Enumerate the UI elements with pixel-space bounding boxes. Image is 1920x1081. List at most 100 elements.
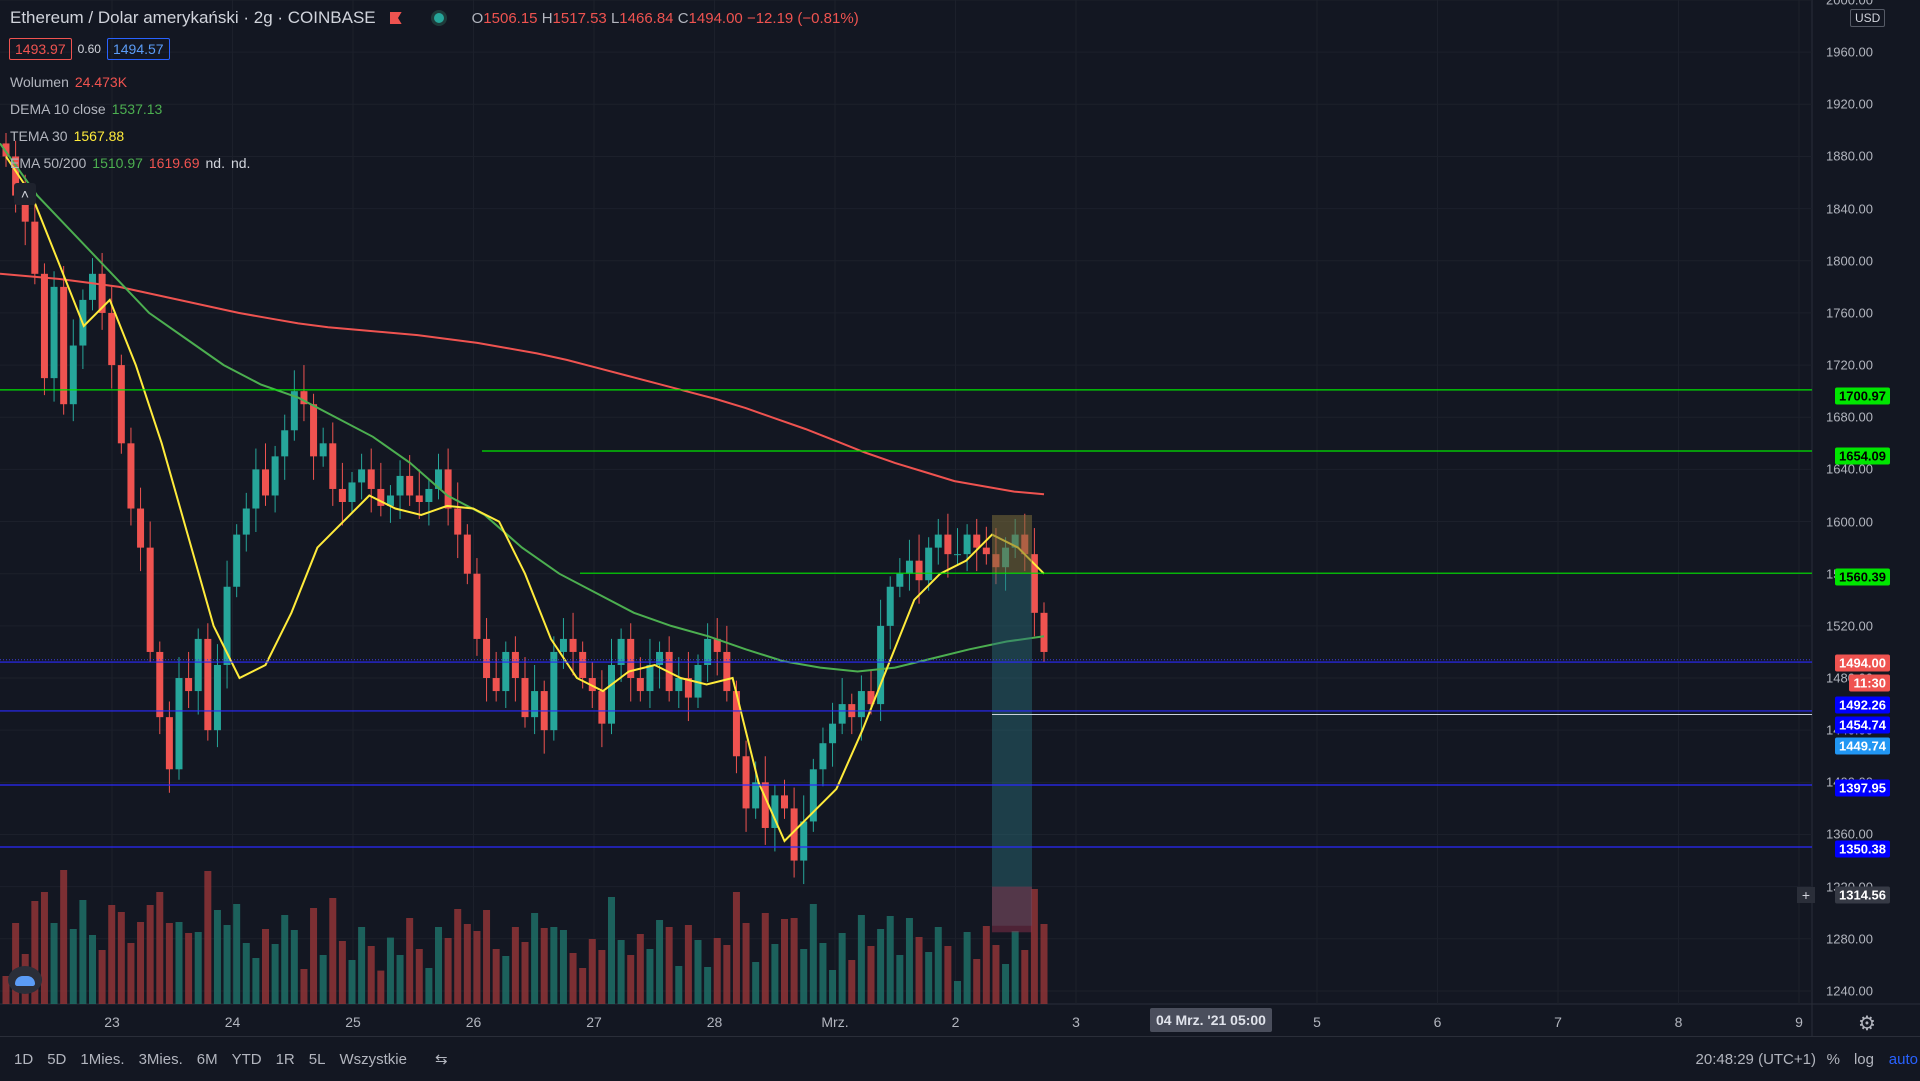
timeframe-1r[interactable]: 1R	[275, 1050, 295, 1068]
time-tick: Mrz.	[821, 1014, 849, 1030]
candle-body	[905, 560, 913, 574]
auto-toggle[interactable]: auto	[1888, 1051, 1918, 1068]
add-alert-icon[interactable]: +	[1797, 887, 1815, 903]
level-1560[interactable]: 1560.39	[1835, 568, 1890, 586]
flag-icon[interactable]	[389, 12, 402, 24]
timeframe-5d[interactable]: 5D	[47, 1050, 67, 1068]
volume-bar	[165, 923, 173, 1004]
price-chart[interactable]	[0, 0, 1920, 1036]
log-toggle[interactable]: log	[1853, 1051, 1874, 1068]
volume-bar	[300, 969, 308, 1004]
timeframe-1d[interactable]: 1D	[14, 1050, 34, 1068]
volume-bar	[636, 934, 644, 1004]
timeframe-buttons: 1D 5D 1Mies. 3Mies. 6M YTD 1R 5L Wszystkie	[0, 1051, 407, 1068]
timeframe-wszystkie[interactable]: Wszystkie	[339, 1050, 407, 1068]
volume-bar	[531, 913, 539, 1004]
volume-bar	[290, 930, 298, 1004]
candle-body	[502, 651, 510, 692]
price-tick: 1800.00	[1826, 253, 1873, 269]
candle-body	[982, 547, 990, 555]
volume-bar	[117, 912, 125, 1004]
volume-bar	[829, 970, 837, 1004]
volume-bar	[204, 871, 212, 1004]
price-tick: 1600.00	[1826, 514, 1873, 530]
ema-legend[interactable]: EMA 50/200 1510.97 1619.69 nd. nd.	[10, 155, 251, 171]
time-tick: 2	[951, 1014, 960, 1030]
timeframe-6m[interactable]: 6M	[196, 1050, 218, 1068]
candle-body	[425, 488, 433, 502]
collapse-legend-icon[interactable]: ˄	[14, 183, 36, 205]
volume-bar	[252, 958, 260, 1004]
countdown-label: 11:30	[1849, 674, 1890, 692]
level-1449[interactable]: 1449.74	[1835, 737, 1890, 755]
candle-body	[21, 195, 29, 222]
volume-bar	[675, 966, 683, 1004]
level-1454[interactable]: 1454.74	[1835, 716, 1890, 734]
volume-bar	[857, 915, 865, 1004]
ask-button[interactable]: 1494.57	[106, 38, 170, 60]
level-1654[interactable]: 1654.09	[1835, 447, 1890, 465]
bid-button[interactable]: 1493.97	[9, 38, 72, 60]
volume-bar	[838, 933, 846, 1004]
symbol-title[interactable]: Ethereum / Dolar amerykański · 2g · COIN…	[10, 8, 376, 27]
dema-legend[interactable]: DEMA 10 close 1537.13	[10, 101, 163, 117]
candle-body	[752, 782, 760, 809]
volume-bar	[511, 927, 519, 1004]
tradingview-logo-icon[interactable]	[8, 966, 42, 994]
candle-body	[454, 508, 462, 535]
candle-body	[2, 143, 10, 157]
price-tick: 1280.00	[1826, 931, 1873, 947]
bid-ask: 1493.97 0.60 1494.57	[9, 38, 170, 60]
volume-bar	[982, 926, 990, 1004]
settings-icon[interactable]: ⚙	[1858, 1013, 1876, 1035]
time-tick: 5	[1313, 1014, 1321, 1030]
candle-body	[925, 547, 933, 581]
price-tick: 1520.00	[1826, 618, 1873, 634]
candle-body	[944, 534, 952, 555]
time-tick: 25	[345, 1014, 361, 1030]
candle-body	[877, 625, 885, 705]
volume-bar	[896, 955, 904, 1004]
candle-body	[252, 469, 260, 509]
volume-bar	[819, 943, 827, 1004]
level-1700[interactable]: 1700.97	[1835, 387, 1890, 405]
volume-bar	[377, 970, 385, 1004]
candle-body	[857, 691, 865, 718]
level-1492[interactable]: 1492.26	[1835, 696, 1890, 714]
clock[interactable]: 20:48:29 (UTC+1)	[1695, 1051, 1816, 1068]
volume-bar	[723, 945, 731, 1004]
level-1350[interactable]: 1350.38	[1835, 840, 1890, 858]
volume-legend[interactable]: Wolumen 24.473K	[10, 74, 128, 90]
candle-body	[31, 221, 39, 274]
tema-legend[interactable]: TEMA 30 1567.88	[10, 128, 125, 144]
timeframe-5l[interactable]: 5L	[308, 1050, 326, 1068]
volume-bar	[40, 892, 48, 1004]
candle-body	[12, 156, 20, 196]
candle-body	[223, 586, 231, 665]
date-range-icon[interactable]: ⇆	[434, 1051, 448, 1068]
candle-body	[175, 678, 183, 770]
percent-toggle[interactable]: %	[1826, 1051, 1840, 1068]
currency-label[interactable]: USD	[1850, 9, 1886, 27]
volume-bar	[742, 923, 750, 1004]
volume-bar	[963, 932, 971, 1004]
level-1397[interactable]: 1397.95	[1835, 779, 1890, 797]
timeframe-3mies[interactable]: 3Mies.	[138, 1050, 183, 1068]
candle-body	[867, 691, 875, 705]
candle-body	[271, 456, 279, 496]
volume-bar	[50, 923, 58, 1004]
candle-body	[435, 469, 442, 489]
price-tick: 1840.00	[1826, 201, 1873, 217]
volume-bar	[559, 930, 567, 1004]
volume-bar	[79, 900, 87, 1004]
timeframe-1mies[interactable]: 1Mies.	[80, 1050, 125, 1068]
spread-value: 0.60	[77, 42, 101, 56]
volume-bar	[761, 913, 769, 1004]
volume-bar	[271, 944, 279, 1004]
price-tick: 1960.00	[1826, 44, 1873, 60]
timeframe-ytd[interactable]: YTD	[231, 1050, 262, 1068]
candle-body	[694, 664, 702, 698]
volume-bar	[1002, 964, 1010, 1004]
price-tick: 1640.00	[1826, 461, 1873, 477]
time-tick: 28	[706, 1014, 723, 1030]
